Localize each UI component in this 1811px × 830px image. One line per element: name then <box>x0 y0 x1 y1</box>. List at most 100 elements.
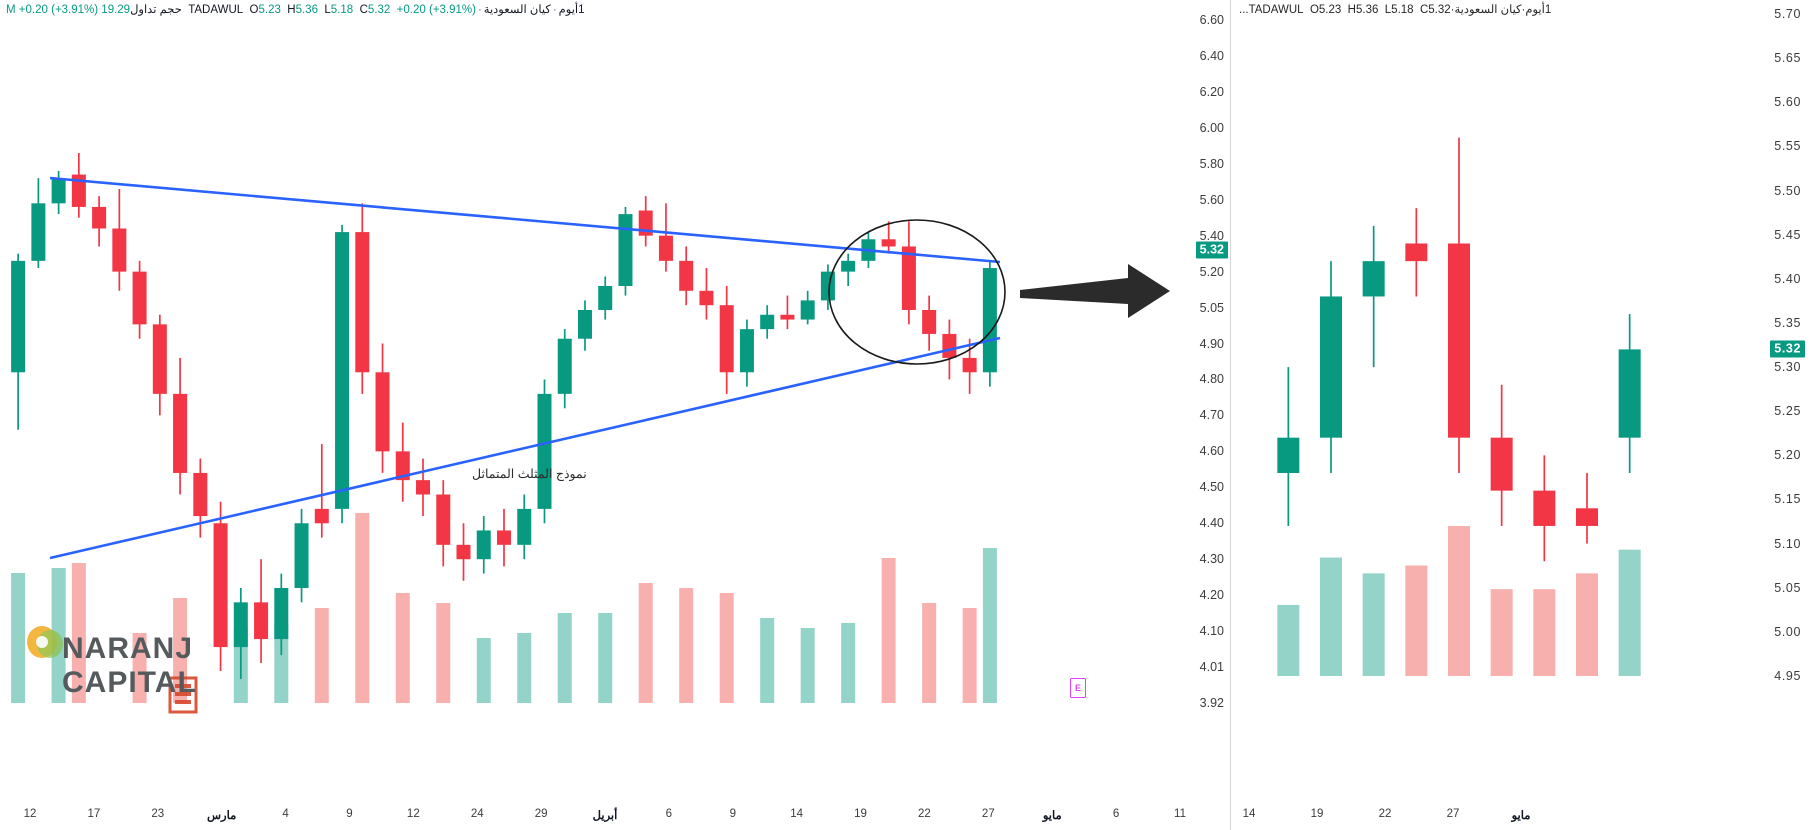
time-tick: 6 <box>665 808 673 820</box>
legend-change-pct: (+3.91%) <box>428 4 476 16</box>
zoom-direction-arrow <box>1020 264 1170 318</box>
price-tick: 6.40 <box>1199 48 1224 63</box>
time-tick: 23 <box>151 808 165 820</box>
time-tick: مايو <box>1511 810 1531 822</box>
volume-bar <box>517 633 532 703</box>
legend-sep-2: · <box>477 4 482 16</box>
price-tick: 6.20 <box>1199 84 1224 99</box>
price-tick: 5.35 <box>1774 315 1801 330</box>
legend-low: L5.18 <box>324 4 354 16</box>
candle-body <box>254 602 269 640</box>
candle-body <box>557 338 572 394</box>
candle-body <box>233 602 248 648</box>
candle-body <box>699 290 714 306</box>
volume-bar <box>679 588 694 703</box>
price-tick: 6.60 <box>1199 13 1224 27</box>
price-tick: 5.40 <box>1199 228 1224 243</box>
main-price-axis[interactable]: 6.60 6.40 6.20 6.00 5.80 5.60 5.40 5.20 5.05 4.90… <box>1188 0 1230 830</box>
current-price-badge[interactable]: 5.32 <box>1770 340 1805 358</box>
legend-close: C5.32 <box>359 4 391 16</box>
candle-body <box>112 228 127 272</box>
price-tick: 4.10 <box>1199 624 1224 639</box>
price-tick: 5.15 <box>1774 492 1801 507</box>
time-tick: 19 <box>1310 808 1324 820</box>
zoom-legend-exchange: كيان السعودية <box>1454 4 1522 16</box>
price-tick: 4.50 <box>1199 480 1224 495</box>
price-tick: 5.50 <box>1774 183 1801 198</box>
zoom-legend-symbol: TADAWUL <box>1248 4 1304 16</box>
candle-body <box>618 214 633 287</box>
volume-bar <box>800 628 815 703</box>
time-tick: 6 <box>1112 808 1120 820</box>
volume-bar <box>1405 565 1428 676</box>
volume-bars-group <box>11 513 997 703</box>
volume-bar <box>395 593 410 703</box>
legend-interval: 1أيوم <box>558 4 585 16</box>
price-tick: 5.25 <box>1774 404 1801 419</box>
zoomed-chart-panel[interactable]: 1أيوم·كيان السعودية·TADAWUL O5.23 H5.36 … <box>1230 0 1811 830</box>
volume-bar <box>982 548 997 703</box>
main-chart-canvas[interactable] <box>0 0 1180 830</box>
time-tick: 27 <box>1446 808 1460 820</box>
breakout-highlight-circle[interactable] <box>828 219 1006 365</box>
zoom-legend-close: C5.32... <box>1239 4 1451 16</box>
volume-bar <box>841 623 856 703</box>
volume-bar <box>598 613 613 703</box>
candle-body <box>274 587 289 640</box>
price-tick: 4.60 <box>1199 444 1224 459</box>
volume-bar <box>71 563 86 703</box>
time-tick: 9 <box>346 808 353 820</box>
zoomed-chart-canvas[interactable] <box>1231 0 1811 830</box>
main-chart-panel[interactable]: 1أيوم·كيان السعودية·TADAWUL O5.23 H5.36 … <box>0 0 1186 830</box>
zoom-legend-sep-1: · <box>1521 4 1526 16</box>
time-tick: 14 <box>1242 808 1256 820</box>
volume-bar <box>638 583 653 703</box>
candle-body <box>314 508 329 524</box>
zoomed-time-axis[interactable]: 14 19 22 27 مايو <box>1231 800 1811 830</box>
candle-body <box>719 305 734 373</box>
legend-open: O5.23 <box>249 4 281 16</box>
candle-body <box>213 523 228 648</box>
candle-body <box>193 472 208 517</box>
zoomed-chart-legend: 1أيوم·كيان السعودية·TADAWUL O5.23 H5.36 … <box>1239 2 1551 16</box>
candle-body <box>476 530 491 560</box>
lower-trendline[interactable] <box>49 336 1001 560</box>
triangle-pattern-annotation: نموذج المثلث المتماثل <box>472 467 587 481</box>
price-tick: 4.30 <box>1199 552 1224 567</box>
volume-bar <box>1320 557 1342 676</box>
time-tick: 29 <box>534 808 548 820</box>
zoom-legend-interval: 1أيوم <box>1525 4 1552 16</box>
zoomed-price-axis[interactable]: 5.70 5.65 5.60 5.55 5.50 5.45 5.40 5.35 5.30 5.25… <box>1757 0 1811 830</box>
candle-body <box>1490 437 1513 491</box>
candle-body <box>1533 490 1556 526</box>
price-tick: 5.80 <box>1199 156 1224 171</box>
volume-bar <box>1618 549 1641 676</box>
candle-body <box>92 206 107 229</box>
candle-body <box>537 393 552 509</box>
upper-trendline[interactable] <box>49 176 1001 264</box>
time-tick: 4 <box>282 808 289 820</box>
current-price-badge[interactable]: 5.32 <box>1195 241 1228 259</box>
candle-body <box>416 480 431 495</box>
earnings-marker-icon[interactable]: E <box>1070 678 1086 698</box>
candle-body <box>355 232 370 373</box>
price-tick: 6.00 <box>1199 120 1224 135</box>
candle-body <box>780 314 795 320</box>
time-tick: أبريل <box>592 810 618 822</box>
time-tick: 19 <box>854 808 867 820</box>
candle-body <box>800 300 815 320</box>
candle-body <box>901 246 916 310</box>
main-time-axis[interactable]: 12 17 23 مارس 4 9 12 24 29 أبريل 6 9 14 19 22 27 مايو 6 11 <box>0 800 1186 830</box>
zoom-legend-sep-2: · <box>1450 4 1455 16</box>
candle-body <box>395 451 410 481</box>
candle-body <box>820 271 835 301</box>
zoom-legend-high: H5.36 <box>1347 4 1379 16</box>
volume-bar <box>962 608 977 703</box>
volume-bar <box>760 618 775 703</box>
candle-body <box>982 268 997 373</box>
candle-body <box>456 544 471 560</box>
candle-body <box>1320 296 1342 438</box>
price-tick: 4.01 <box>1199 660 1224 675</box>
price-tick: 4.70 <box>1199 408 1224 423</box>
candle-body <box>577 309 592 339</box>
